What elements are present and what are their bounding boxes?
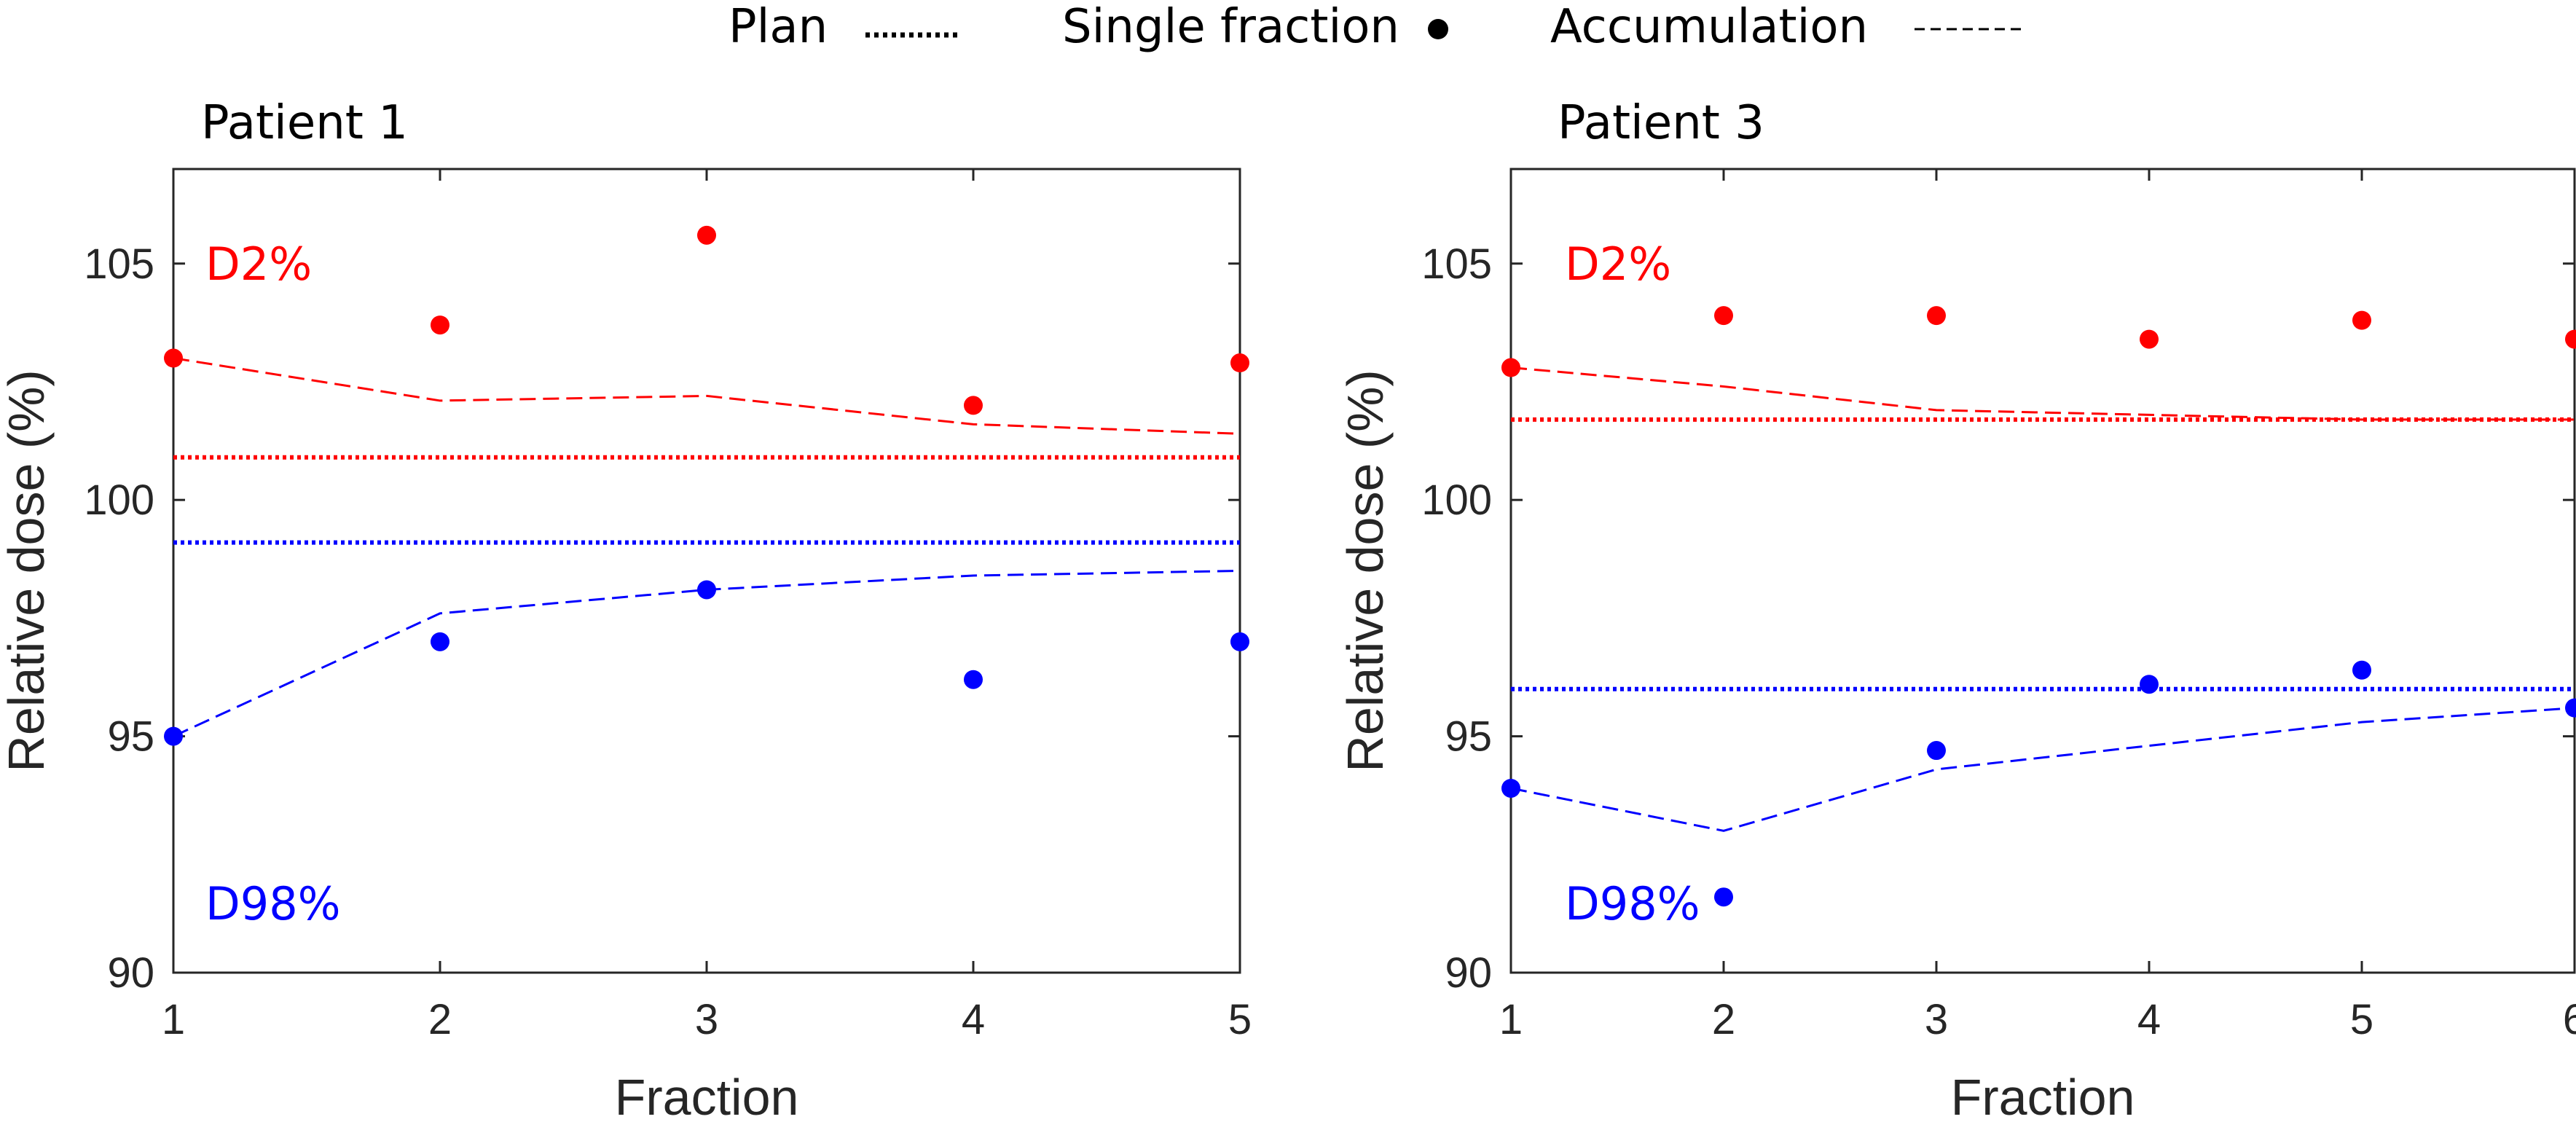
- panel-title: Patient 1: [201, 96, 408, 150]
- d98-single-fraction-point: [431, 632, 449, 651]
- panel-patient-1: 90 95 100 105 1 2 3 4 5 Patient 1 Fraction Relative…: [0, 96, 1252, 1122]
- d2-single-fraction-point: [431, 315, 449, 335]
- legend-single-marker: [1428, 19, 1448, 39]
- panel-title: Patient 3: [1558, 96, 1764, 150]
- legend: Plan Single fraction Accumulation: [729, 0, 2025, 54]
- panel-patient-3: 90 95 100 105 1 2 3 4 5 6 Patient 3 Fraction Relativ…: [1337, 96, 2576, 1122]
- d98-single-fraction-point: [1230, 632, 1249, 651]
- d2-single-fraction-point: [1501, 358, 1520, 377]
- d2-single-fraction-point: [964, 396, 983, 415]
- y-tick-label: 100: [84, 476, 154, 524]
- x-tick-label: 5: [2350, 996, 2373, 1043]
- d2-single-fraction-point: [2565, 329, 2576, 349]
- x-axis-label: Fraction: [615, 1069, 799, 1122]
- y-tick-label: 90: [107, 949, 154, 997]
- d98-single-fraction-point: [2140, 675, 2159, 694]
- x-tick-label: 5: [1228, 996, 1252, 1043]
- d2-single-fraction-point: [1230, 353, 1249, 373]
- d2-single-fraction-point: [2352, 310, 2371, 330]
- d2-accumulation-line: [1510, 366, 2575, 421]
- legend-plan-label: Plan: [729, 0, 828, 54]
- x-tick-label: 2: [428, 996, 452, 1043]
- x-tick-label: 6: [2563, 996, 2576, 1043]
- x-tick-label: 4: [2137, 996, 2161, 1043]
- y-axis-label: Relative dose (%): [0, 369, 55, 772]
- y-tick-label: 95: [1445, 713, 1492, 761]
- d98-single-fraction-point: [1714, 887, 1733, 907]
- y-axis-label: Relative dose (%): [1337, 369, 1394, 772]
- y-tick-label: 105: [1421, 240, 1492, 288]
- d2-single-fraction-point: [2140, 329, 2159, 349]
- x-tick-label: 2: [1712, 996, 1735, 1043]
- y-tick-label: 95: [107, 713, 154, 761]
- x-axis-label: Fraction: [1951, 1069, 2135, 1122]
- d98-accumulation-line: [173, 570, 1241, 737]
- d2-accumulation-line: [173, 357, 1241, 435]
- x-tick-label: 3: [695, 996, 718, 1043]
- plot-area-frame: [1509, 168, 2576, 974]
- d2-single-fraction-point: [697, 225, 716, 245]
- annotation-d98: D98%: [205, 877, 341, 930]
- d98-single-fraction-point: [1927, 741, 1946, 761]
- legend-accum-label: Accumulation: [1550, 0, 1868, 54]
- y-tick-label: 105: [84, 240, 154, 288]
- d98-single-fraction-point: [964, 670, 983, 689]
- y-tick-label: 100: [1421, 476, 1492, 524]
- annotation-d2: D2%: [1565, 238, 1671, 291]
- y-tick-label: 90: [1445, 949, 1492, 997]
- d98-single-fraction-point: [2352, 660, 2371, 680]
- plot-area-frame: [172, 168, 1241, 974]
- x-tick-label: 1: [1499, 996, 1523, 1043]
- x-tick-label: 4: [962, 996, 985, 1043]
- annotation-d98: D98%: [1565, 877, 1700, 930]
- d98-accumulation-line: [1510, 707, 2575, 832]
- x-tick-label: 3: [1925, 996, 1948, 1043]
- x-tick-label: 1: [162, 996, 185, 1043]
- legend-single-label: Single fraction: [1062, 0, 1399, 54]
- d2-single-fraction-point: [1927, 306, 1946, 326]
- annotation-d2: D2%: [205, 238, 312, 291]
- d2-single-fraction-point: [1714, 306, 1733, 326]
